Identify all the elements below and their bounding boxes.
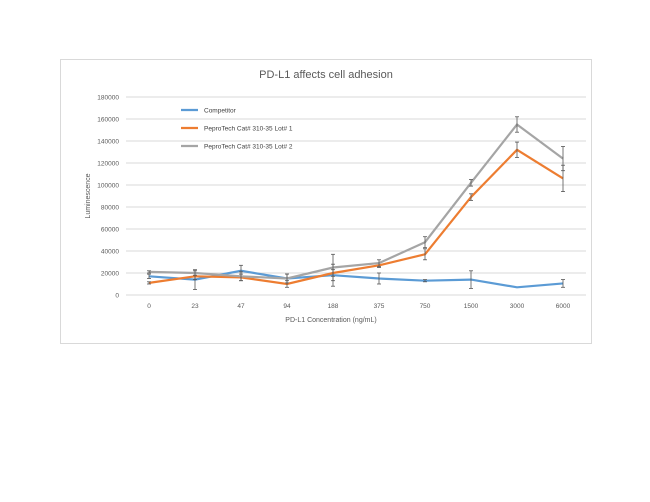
y-tick-label: 40000	[101, 249, 119, 256]
legend-label: PeproTech Cat# 310-35 Lot# 1	[204, 126, 293, 133]
x-axis-label: PD-L1 Concentration (ng/mL)	[285, 317, 376, 324]
series-line-1	[148, 148, 564, 286]
y-tick-label: 60000	[101, 227, 119, 234]
x-tick-label: 750	[420, 303, 431, 310]
y-tick-label: 20000	[101, 271, 119, 278]
y-tick-label: 0	[115, 293, 119, 300]
x-tick-label: 0	[147, 303, 151, 310]
y-tick-label: 180000	[97, 95, 119, 102]
y-tick-label: 100000	[97, 183, 119, 190]
y-axis-label: Luminescence	[85, 173, 92, 218]
y-tick-label: 160000	[97, 117, 119, 124]
y-tick-label: 140000	[97, 139, 119, 146]
legend-label: PeproTech Cat# 310-35 Lot# 2	[204, 144, 293, 151]
x-tick-label: 94	[283, 303, 291, 310]
y-tick-label: 80000	[101, 205, 119, 212]
x-tick-label: 3000	[510, 303, 525, 310]
line-chart: PD-L1 affects cell adhesion 0 20000 40000 60…	[85, 69, 586, 324]
legend-label: Competitor	[204, 108, 237, 115]
x-tick-label: 1500	[464, 303, 479, 310]
x-tick-label: 6000	[556, 303, 571, 310]
x-tick-label: 23	[191, 303, 199, 310]
x-tick-label: 47	[237, 303, 245, 310]
x-tick-label: 188	[328, 303, 339, 310]
y-tick-label: 120000	[97, 161, 119, 168]
series-line-2	[148, 122, 564, 280]
chart-frame: PD-L1 affects cell adhesion 0 20000 40000 60…	[60, 59, 592, 344]
chart-title: PD-L1 affects cell adhesion	[259, 69, 393, 81]
x-tick-label: 375	[374, 303, 385, 310]
